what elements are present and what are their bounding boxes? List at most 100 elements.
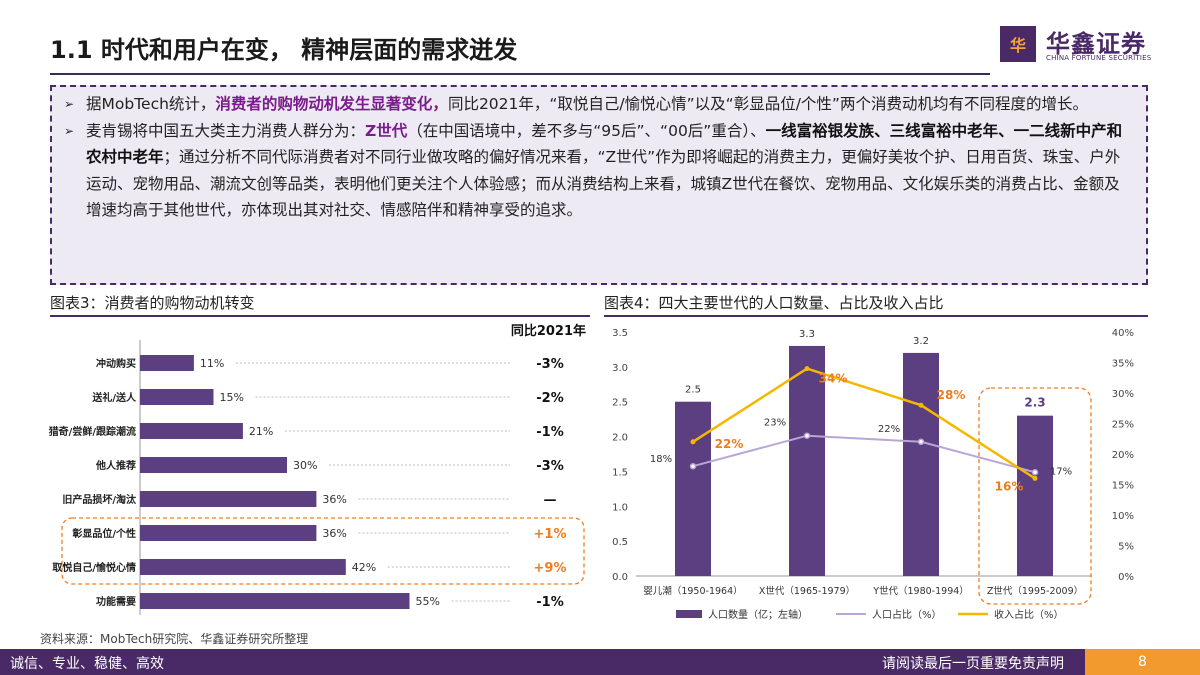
value-label: 55% [416, 595, 440, 608]
x-tick-label: Z世代（1995-2009） [987, 585, 1083, 597]
income-share-point [690, 439, 696, 445]
bar [140, 457, 287, 473]
bar-value-label: 2.5 [685, 385, 701, 396]
income-share-label: 28% [937, 388, 966, 402]
population-share-label: 22% [878, 424, 900, 435]
highlight-box [61, 517, 585, 585]
population-share-point [1031, 469, 1039, 476]
bar [140, 389, 214, 405]
title-divider [50, 73, 990, 75]
y-right-tick: 40% [1112, 328, 1134, 339]
population-share-label: 17% [1050, 466, 1072, 477]
y-right-tick: 5% [1118, 542, 1134, 553]
legend-bar-label: 人口数量（亿；左轴） [708, 608, 808, 621]
y-right-tick: 25% [1112, 420, 1134, 431]
bullet-2-mid: （在中国语境中，差不多与“95后”、“00后”重合）、 [407, 121, 766, 140]
page-number: 8 [1085, 649, 1200, 675]
legend-population-label: 人口占比（%） [872, 608, 942, 621]
value-label: 21% [249, 425, 273, 438]
y-right-tick: 30% [1112, 389, 1134, 400]
category-label: 他人推荐 [95, 459, 136, 472]
bar [789, 345, 825, 576]
category-label: 旧产品损坏/淘汰 [62, 493, 137, 506]
value-label: 36% [322, 527, 346, 540]
population-share-point [689, 462, 697, 470]
income-share-label: 34% [819, 372, 848, 386]
bar [140, 491, 317, 507]
yoy-change-label: -1% [536, 595, 563, 610]
footer-disclaimer: 请阅读最后一页重要免责声明 [882, 656, 1064, 672]
chart3-title-line [50, 315, 590, 317]
category-label: 取悦自己/愉悦心情 [52, 561, 136, 574]
value-label: 36% [322, 493, 346, 506]
bullet-2-bold: 一线富裕银发族、三线富裕中老年、一二线新中产和农村中老年 [86, 121, 1123, 167]
income-share-line [692, 367, 1036, 480]
bar [1017, 415, 1053, 576]
x-tick-label: 婴儿潮（1950-1964） [643, 585, 742, 597]
logo-subtext: CHINA FORTUNE SECURITIES [1046, 54, 1152, 62]
bar [140, 355, 194, 371]
source-note: 资料来源：MobTech研究院、华鑫证券研究所整理 [40, 632, 309, 646]
category-label: 功能需要 [96, 595, 136, 608]
y-left-tick: 2.0 [612, 433, 628, 444]
yoy-change-label: — [544, 493, 557, 508]
yoy-change-label: +1% [534, 527, 567, 542]
bar [140, 593, 410, 609]
arrow-bullet-icon: ➢ [64, 123, 75, 138]
income-share-point [1032, 475, 1038, 481]
y-right-tick: 20% [1112, 450, 1134, 461]
chart4-title-line [604, 315, 1148, 317]
value-label: 11% [200, 357, 224, 370]
chart3-title: 图表3：消费者的购物动机转变 [50, 294, 255, 312]
y-left-tick: 0.0 [612, 572, 628, 583]
yoy-change-label: +9% [534, 561, 567, 576]
category-label: 彰显品位/个性 [72, 527, 136, 540]
bar [140, 423, 243, 439]
population-share-label: 18% [650, 454, 672, 465]
highlight-box [978, 387, 1092, 605]
y-left-tick: 1.0 [612, 502, 628, 513]
yoy-change-label: -1% [536, 425, 563, 440]
bullet-2: ➢ 麦肯锡将中国五大类主力消费人群分为：Z世代（在中国语境中，差不多与“95后”… [64, 118, 1132, 224]
income-share-point [804, 366, 810, 372]
y-right-tick: 10% [1112, 511, 1134, 522]
bar-value-label: 3.3 [799, 329, 815, 340]
arrow-bullet-icon: ➢ [64, 97, 75, 111]
income-share-label: 22% [715, 437, 744, 451]
income-share-point [918, 402, 924, 408]
value-label: 15% [220, 391, 244, 404]
bar-value-label: 3.2 [913, 336, 929, 347]
y-left-tick: 2.5 [612, 398, 628, 409]
bar [903, 352, 939, 576]
bar [675, 401, 711, 576]
x-tick-label: Y世代（1980-1994） [872, 585, 969, 597]
bullet-1-post: 同比2021年，“取悦自己/愉悦心情”以及“彰显品位/个性”两个消费动机均有不同… [447, 95, 1088, 113]
y-left-tick: 1.5 [612, 467, 628, 478]
bullet-2-text: 麦肯锡将中国五大类主力消费人群分为：Z世代（在中国语境中，差不多与“95后”、“… [86, 118, 1132, 224]
y-left-tick: 3.0 [612, 363, 628, 374]
population-share-point [917, 438, 925, 446]
y-left-tick: 0.5 [612, 537, 628, 548]
chart4-title: 图表4：四大主要世代的人口数量、占比及收入占比 [604, 294, 944, 312]
population-share-line [692, 434, 1036, 474]
yoy-change-label: -3% [536, 459, 563, 474]
legend-bar-swatch [676, 610, 702, 618]
bullet-1: ➢ 据MobTech统计，消费者的购物动机发生显著变化，同比2021年，“取悦自… [64, 91, 1132, 118]
bullet-2-pre: 麦肯锡将中国五大类主力消费人群分为： [86, 121, 366, 140]
footer-slogan: 诚信、专业、稳健、高效 [10, 656, 164, 672]
bullet-1-highlight: 消费者的购物动机发生显著变化， [215, 95, 448, 113]
logo-text: 华鑫证券 [1046, 30, 1146, 58]
x-tick-label: X世代（1965-1979） [759, 585, 855, 597]
category-label: 冲动购买 [96, 357, 136, 370]
value-label: 42% [352, 561, 376, 574]
population-share-label: 23% [764, 418, 786, 429]
y-right-tick: 0% [1118, 572, 1134, 583]
legend-income-label: 收入占比（%） [994, 608, 1064, 621]
bullet-1-text: 据MobTech统计，消费者的购物动机发生显著变化，同比2021年，“取悦自己/… [86, 91, 1088, 118]
bar [140, 525, 317, 541]
population-share-point [803, 432, 811, 439]
income-share-label: 16% [995, 479, 1024, 493]
yoy-change-label: -2% [536, 391, 563, 406]
yoy-header: 同比2021年 [511, 323, 586, 339]
